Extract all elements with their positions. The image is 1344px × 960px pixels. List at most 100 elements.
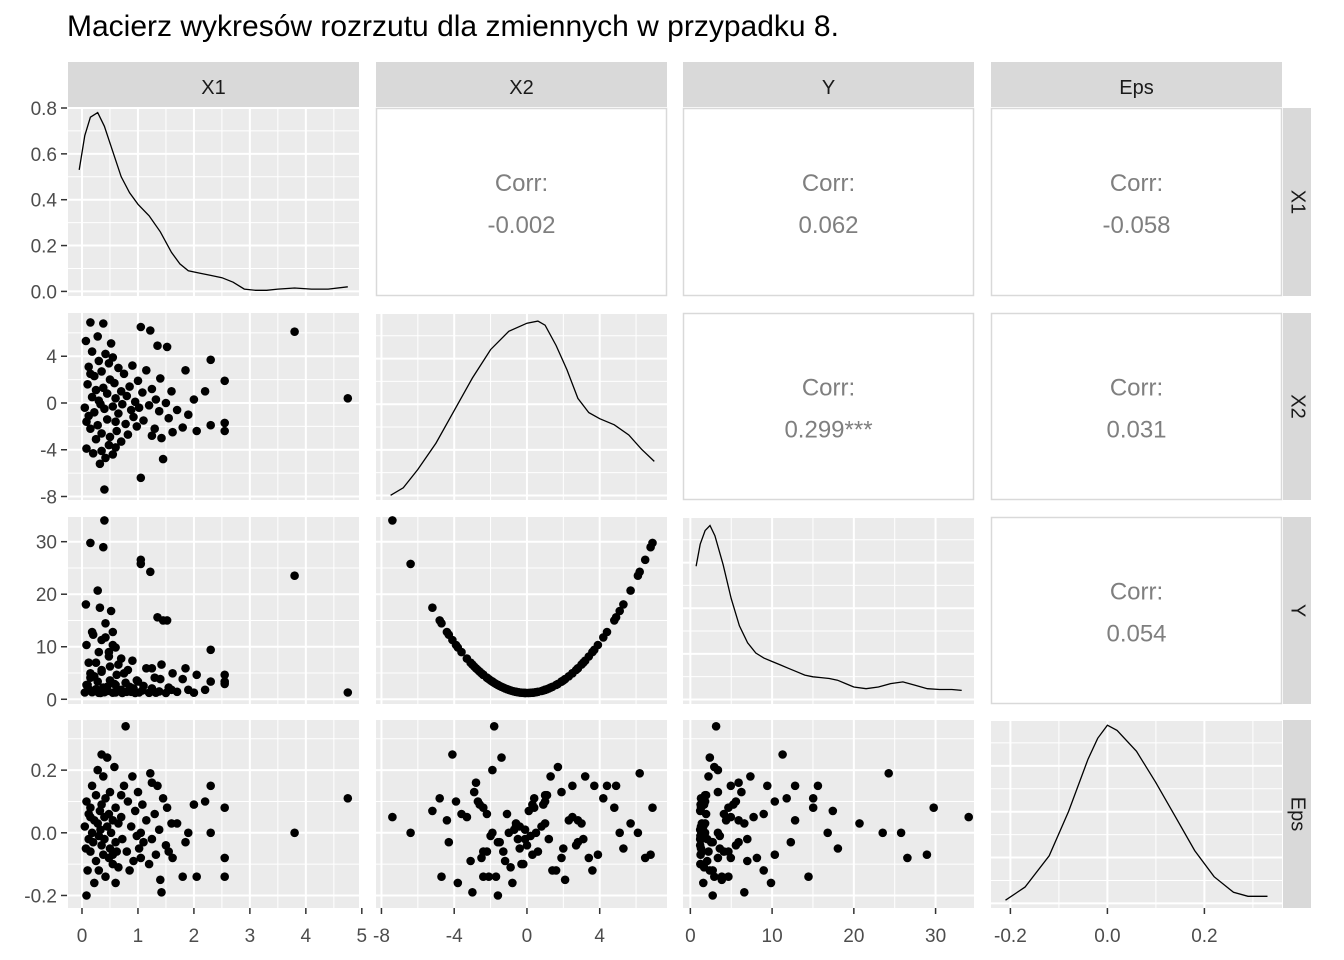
data-point [220,872,229,881]
data-point [121,419,130,429]
data-point [435,616,445,625]
data-point [128,656,137,665]
data-point [114,409,123,418]
data-point [506,863,515,872]
data-point [428,603,437,612]
panel-bg [376,313,667,500]
data-point [97,635,106,645]
data-point [156,374,165,383]
data-point [428,806,437,816]
data-point [749,812,758,822]
data-point [343,394,353,403]
panel-bg [376,720,667,908]
data-point [790,816,800,825]
data-point [724,803,733,812]
data-point [220,803,229,812]
data-point [759,809,768,819]
panel-eps-x1 [68,720,359,908]
data-point [497,753,506,762]
data-point [82,640,91,650]
data-point [529,688,539,697]
data-point [220,853,229,863]
data-point [102,822,112,831]
panel-x2-x1 [68,313,359,500]
data-point [146,326,155,335]
data-point [705,866,715,875]
data-point [448,750,457,759]
data-point [719,809,729,819]
data-point [99,542,108,552]
data-point [462,812,472,822]
data-point [97,750,106,759]
data-point [964,812,973,822]
data-point [759,866,768,875]
x-tick-label-y: 10 [762,926,783,947]
data-point [479,803,488,812]
data-point [468,888,477,897]
data-point [129,412,138,422]
data-point [290,571,299,580]
data-point [770,797,780,806]
data-point [442,816,452,825]
data-point [111,837,120,847]
strip-right-y [1283,517,1311,704]
data-point [619,844,628,853]
data-point [114,363,123,373]
data-point [488,765,497,775]
data-point [584,853,594,863]
data-point [168,853,177,863]
data-point [150,809,159,819]
data-point [696,859,705,869]
strip-label-x2: X2 [509,77,533,99]
data-point [704,772,713,781]
data-point [388,516,397,525]
data-point [206,828,215,838]
data-point [91,385,101,395]
data-point [737,787,746,797]
x-tick-label-eps: 0.0 [1094,926,1120,947]
data-point [444,837,454,847]
data-point [593,640,603,650]
data-point [82,797,91,806]
data-point [93,420,102,430]
data-point [477,853,486,863]
data-point [108,402,118,411]
data-point [147,834,157,844]
data-point [786,837,796,847]
strip-label-y: Y [822,77,835,99]
data-point [136,853,146,863]
data-point [710,872,719,881]
data-point [491,872,501,881]
strip-right-x1 [1283,108,1311,296]
data-point [119,369,129,379]
data-point [922,850,932,859]
data-point [104,647,114,657]
data-point [192,872,201,881]
strip-label-eps: Eps [1119,77,1153,99]
data-point [136,828,146,838]
data-point [142,366,151,375]
data-point [133,787,143,797]
data-point [125,382,134,391]
panel-x2-y: Corr: 0.299*** [682,312,975,501]
data-point [189,688,199,697]
data-point [896,828,906,838]
data-point [156,674,165,684]
data-point [158,794,168,803]
data-point [128,772,137,781]
panel-y-x2 [376,516,667,704]
data-point [86,803,95,812]
data-point [93,677,102,686]
data-point [132,422,142,431]
corr-label: Corr: [1110,375,1163,402]
data-point [116,812,126,822]
x-tick-label-x1: 4 [301,926,312,947]
data-point [388,812,397,822]
data-point [726,812,736,822]
data-point [529,794,539,803]
data-point [290,828,299,838]
data-point [164,413,173,423]
data-point [929,803,938,812]
data-point [519,859,528,869]
data-point [87,392,97,402]
